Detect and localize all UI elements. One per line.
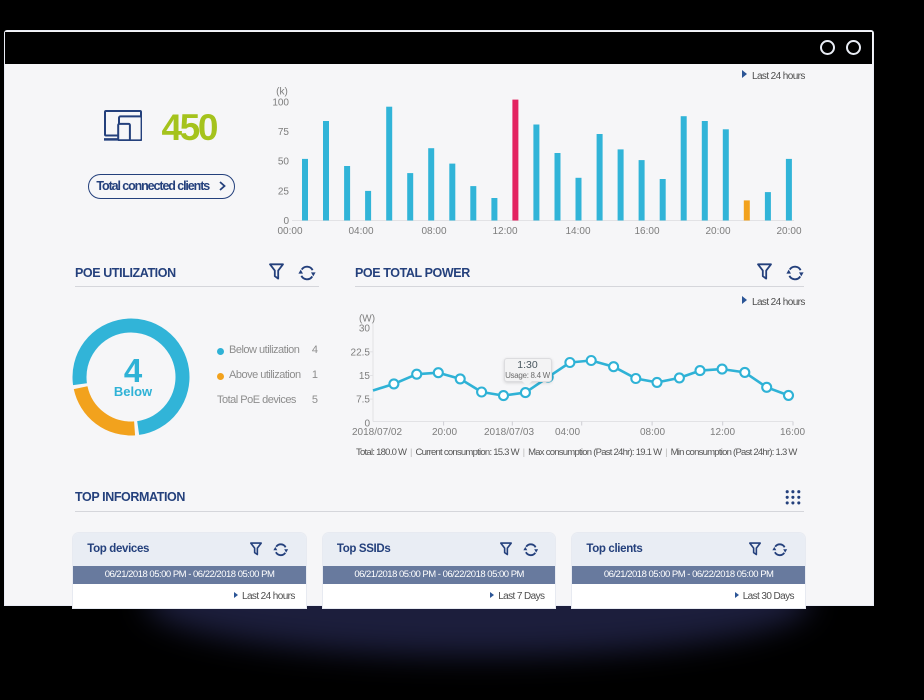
svg-text:20:00: 20:00 — [705, 226, 730, 237]
svg-text:15: 15 — [359, 371, 371, 382]
svg-text:04:00: 04:00 — [348, 226, 373, 237]
svg-text:50: 50 — [278, 157, 290, 168]
svg-text:20:00: 20:00 — [776, 226, 801, 237]
svg-text:16:00: 16:00 — [634, 226, 659, 237]
svg-text:25: 25 — [278, 187, 290, 198]
svg-text:22.5: 22.5 — [351, 347, 371, 358]
svg-text:30: 30 — [359, 324, 371, 335]
svg-text:0: 0 — [364, 418, 370, 429]
svg-text:14:00: 14:00 — [565, 226, 590, 237]
svg-text:(k): (k) — [276, 87, 288, 98]
svg-text:12:00: 12:00 — [492, 226, 517, 237]
svg-text:08:00: 08:00 — [421, 226, 446, 237]
svg-text:100: 100 — [272, 98, 289, 109]
svg-text:0: 0 — [283, 216, 289, 227]
svg-text:75: 75 — [278, 127, 290, 138]
svg-text:00:00: 00:00 — [277, 226, 302, 237]
svg-text:(W): (W) — [359, 314, 375, 325]
svg-text:7.5: 7.5 — [356, 395, 370, 406]
